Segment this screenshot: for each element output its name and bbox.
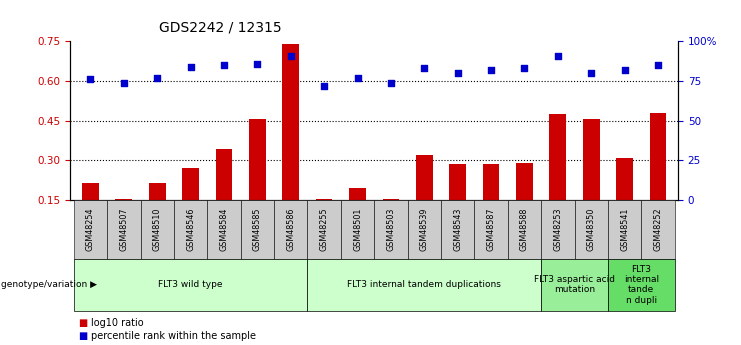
Text: GSM48253: GSM48253 <box>554 208 562 251</box>
Bar <box>149 183 165 240</box>
Bar <box>349 188 366 240</box>
Text: GSM48585: GSM48585 <box>253 208 262 251</box>
Point <box>452 70 464 76</box>
Text: log10 ratio: log10 ratio <box>91 318 144 327</box>
Point <box>285 53 296 58</box>
Text: GSM48546: GSM48546 <box>186 208 195 251</box>
Bar <box>182 168 199 240</box>
Text: GSM48510: GSM48510 <box>153 208 162 251</box>
Text: ■: ■ <box>78 332 87 341</box>
Text: GSM48588: GSM48588 <box>520 208 529 251</box>
Text: GSM48584: GSM48584 <box>219 208 228 251</box>
Text: GSM48252: GSM48252 <box>654 208 662 251</box>
Text: FLT3 wild type: FLT3 wild type <box>159 280 223 289</box>
Bar <box>416 155 433 240</box>
Text: GSM48541: GSM48541 <box>620 208 629 251</box>
Point <box>652 62 664 68</box>
Bar <box>516 163 533 240</box>
Point <box>351 75 363 81</box>
Bar <box>82 183 99 240</box>
Text: GSM48507: GSM48507 <box>119 208 128 251</box>
Point <box>519 66 531 71</box>
Text: FLT3 internal tandem duplications: FLT3 internal tandem duplications <box>348 280 501 289</box>
Bar <box>550 114 566 240</box>
Text: GDS2242 / 12315: GDS2242 / 12315 <box>159 20 282 34</box>
Bar <box>617 158 633 240</box>
Point <box>619 67 631 73</box>
Text: FLT3
internal
tande
n dupli: FLT3 internal tande n dupli <box>624 265 659 305</box>
Text: GSM48543: GSM48543 <box>453 208 462 251</box>
Bar <box>316 199 333 240</box>
Bar <box>482 164 499 240</box>
Bar <box>583 119 599 240</box>
Text: GSM48254: GSM48254 <box>86 208 95 251</box>
Bar <box>282 44 299 240</box>
Text: ■: ■ <box>78 318 87 327</box>
Point <box>552 53 564 58</box>
Bar <box>449 164 466 240</box>
Point <box>118 80 130 86</box>
Text: genotype/variation ▶: genotype/variation ▶ <box>1 280 97 289</box>
Point <box>84 77 96 82</box>
Point <box>151 75 163 81</box>
Bar <box>216 148 233 240</box>
Text: GSM48539: GSM48539 <box>420 208 429 251</box>
Point <box>385 80 397 86</box>
Point <box>419 66 431 71</box>
Bar <box>382 199 399 240</box>
Text: FLT3 aspartic acid
mutation: FLT3 aspartic acid mutation <box>534 275 615 294</box>
Text: GSM48503: GSM48503 <box>386 208 396 251</box>
Text: GSM48350: GSM48350 <box>587 208 596 251</box>
Text: GSM48587: GSM48587 <box>487 208 496 251</box>
Bar <box>116 199 132 240</box>
Text: GSM48586: GSM48586 <box>286 208 295 251</box>
Point <box>485 67 497 73</box>
Text: GSM48255: GSM48255 <box>319 208 328 251</box>
Point <box>185 64 196 70</box>
Bar <box>249 119 266 240</box>
Point <box>318 83 330 89</box>
Point <box>218 62 230 68</box>
Point <box>251 61 263 66</box>
Text: percentile rank within the sample: percentile rank within the sample <box>91 332 256 341</box>
Point <box>585 70 597 76</box>
Bar <box>650 113 666 240</box>
Text: GSM48501: GSM48501 <box>353 208 362 251</box>
